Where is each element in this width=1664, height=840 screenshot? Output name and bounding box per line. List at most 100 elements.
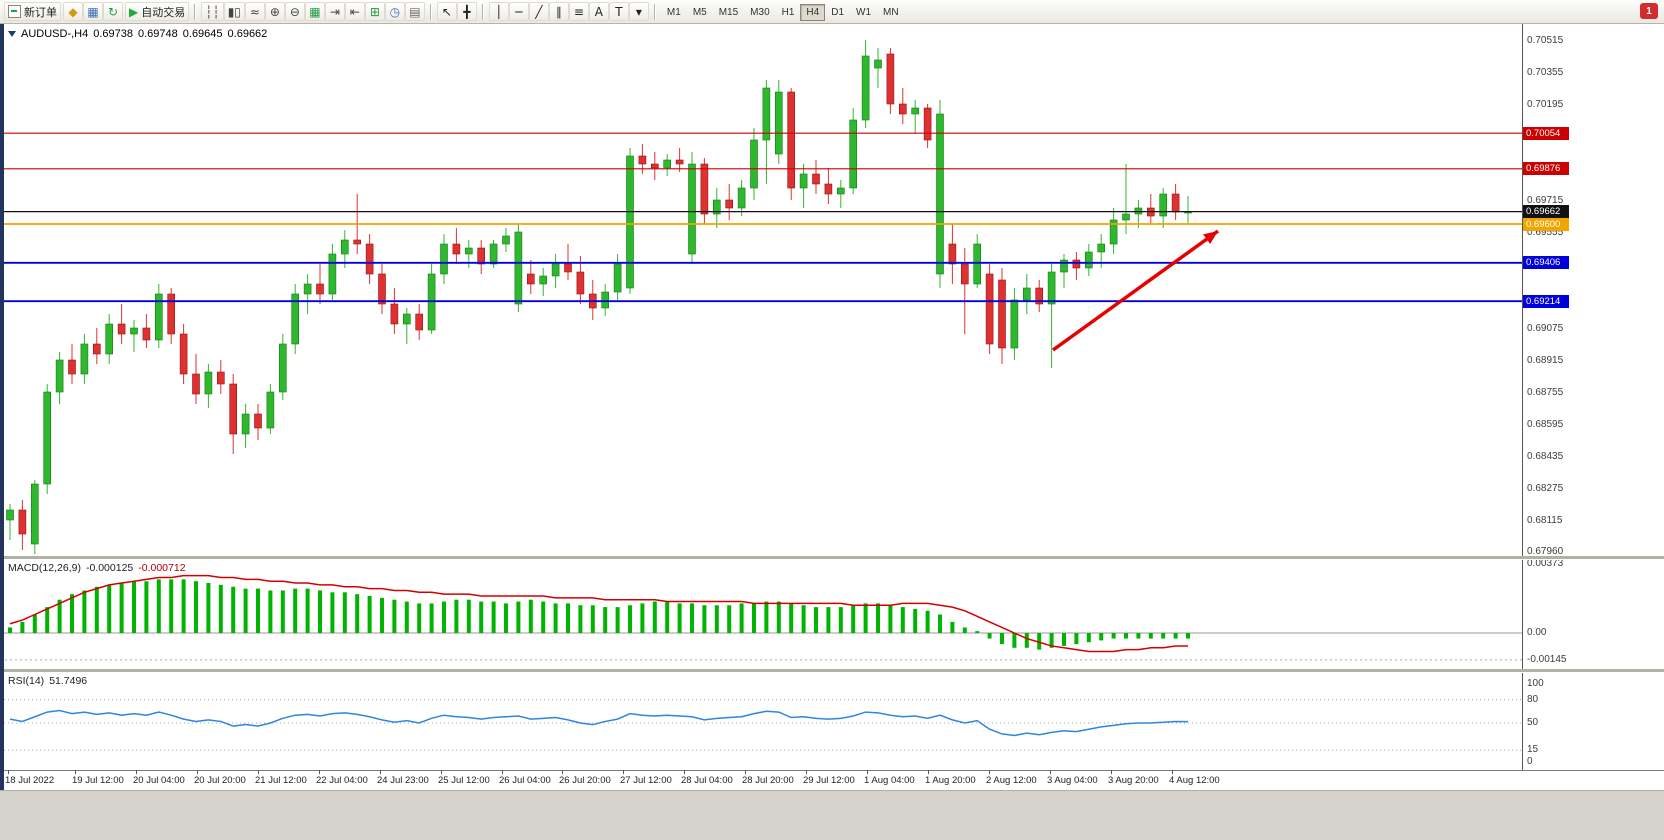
candle [874, 59, 882, 69]
time-axis-tick [623, 770, 624, 774]
vertical-line-icon: │ [495, 4, 503, 19]
price-axis-label: 0.67960 [1527, 546, 1564, 557]
candle [774, 91, 783, 155]
macd-axis-label: 0.00373 [1527, 557, 1564, 569]
line-chart-button[interactable]: ≈ [244, 2, 265, 21]
trend-arrow-annotation[interactable] [1051, 229, 1220, 352]
horizontal-line-button[interactable]: ─ [508, 2, 529, 21]
charts-grid-button[interactable]: ▦ [83, 2, 103, 21]
candle [1159, 193, 1167, 217]
candle [737, 187, 746, 209]
candle [836, 187, 845, 195]
toolbar-separator [481, 3, 484, 20]
price-chart-canvas[interactable] [0, 26, 1522, 556]
candles-layer [6, 40, 1192, 554]
periods-button[interactable]: ◷ [384, 2, 405, 21]
fibonacci-button[interactable]: ≡ [568, 2, 589, 21]
vertical-line-button[interactable]: │ [488, 2, 509, 21]
auto-trading-button[interactable]: ▶ 自动交易 [125, 2, 190, 21]
price-axis-label: 0.70515 [1527, 35, 1564, 46]
candle [93, 343, 101, 355]
label-icon: T [615, 4, 623, 19]
candle [229, 383, 237, 435]
candle [787, 91, 796, 189]
channel-button[interactable]: ∥ [548, 2, 569, 21]
macd-panel-canvas[interactable] [0, 559, 1522, 669]
time-axis-label: 1 Aug 04:00 [864, 775, 915, 786]
chart-shift-button[interactable]: ⇤ [344, 2, 365, 21]
tile-windows-button[interactable]: ▦ [304, 2, 325, 21]
candle [960, 263, 969, 285]
candle [254, 413, 262, 429]
window-left-border [0, 24, 4, 790]
rsi-panel-splitter[interactable] [0, 669, 1664, 673]
trendline-button[interactable]: ╱ [528, 2, 549, 21]
crosshair-button[interactable]: ╋ [456, 2, 477, 21]
timeframe-M15[interactable]: M15 [713, 4, 744, 21]
refresh-button[interactable]: ↻ [103, 2, 123, 21]
arrows-button[interactable]: ▾ [628, 2, 649, 21]
candle [68, 359, 76, 375]
macd-name: MACD(12,26,9) [8, 562, 81, 574]
candle [167, 293, 175, 335]
timeframe-group: M1 M5 M15 M30 H1 H4 D1 W1 MN [661, 2, 905, 21]
bars-chart-button[interactable]: ┆┆ [201, 2, 224, 21]
candle [886, 53, 895, 105]
expert-advisors-button[interactable]: ◆ [63, 2, 83, 21]
cursor-button[interactable]: ↖ [436, 2, 457, 21]
candle [638, 155, 647, 165]
auto-scroll-button[interactable]: ⇥ [324, 2, 345, 21]
candle [241, 413, 250, 435]
templates-button[interactable]: ▤ [404, 2, 425, 21]
time-axis-tick [806, 770, 807, 774]
price-axis-label: 0.68915 [1527, 355, 1564, 366]
candle [514, 231, 523, 305]
timeframe-MN[interactable]: MN [877, 4, 905, 21]
notification-badge[interactable]: 1 [1640, 3, 1658, 19]
time-axis[interactable] [0, 770, 1664, 791]
candle [564, 263, 572, 273]
candle [378, 273, 386, 305]
candle [365, 243, 374, 275]
candle [576, 271, 585, 295]
price-axis-label: 0.69075 [1527, 323, 1564, 334]
candle [266, 391, 275, 429]
time-axis-tick [1111, 770, 1112, 774]
time-axis-label: 3 Aug 20:00 [1108, 775, 1159, 786]
auto-trading-label: 自动交易 [141, 6, 186, 19]
candle [1010, 299, 1019, 349]
zoom-in-button[interactable]: ⊕ [264, 2, 285, 21]
candle [936, 113, 944, 275]
time-axis-tick [136, 770, 137, 774]
candlestick-chart-button[interactable]: ▮▯ [223, 2, 245, 21]
time-axis-tick [8, 770, 9, 774]
indicators-button[interactable]: ⊞ [364, 2, 385, 21]
timeframe-M5[interactable]: M5 [687, 4, 713, 21]
timeframe-M1[interactable]: M1 [661, 4, 687, 21]
candle [328, 253, 337, 295]
timeframe-H4[interactable]: H4 [800, 4, 826, 21]
candlestick-chart-icon: ▮▯ [227, 4, 241, 19]
new-order-button[interactable]: 新订单 [4, 2, 61, 21]
candle [316, 283, 324, 295]
price-axis-label: 0.68755 [1527, 387, 1564, 398]
candle [1109, 219, 1118, 245]
text-icon: A [594, 4, 604, 19]
rsi-panel-canvas[interactable] [0, 672, 1522, 770]
text-button[interactable]: A [588, 2, 609, 21]
zoom-out-button[interactable]: ⊖ [284, 2, 305, 21]
candle [415, 313, 424, 331]
timeframe-H1[interactable]: H1 [776, 4, 801, 21]
time-axis-label: 29 Jul 12:00 [803, 775, 855, 786]
timeframe-D1[interactable]: D1 [825, 4, 850, 21]
candle [18, 509, 27, 535]
line-chart-icon: ≈ [249, 4, 260, 19]
price-axis-label: 0.70355 [1527, 67, 1564, 78]
candle [43, 391, 52, 485]
timeframe-W1[interactable]: W1 [850, 4, 877, 21]
timeframe-M30[interactable]: M30 [744, 4, 775, 21]
candle [303, 283, 312, 295]
label-button[interactable]: T [608, 2, 629, 21]
macd-panel-splitter[interactable] [0, 556, 1664, 560]
